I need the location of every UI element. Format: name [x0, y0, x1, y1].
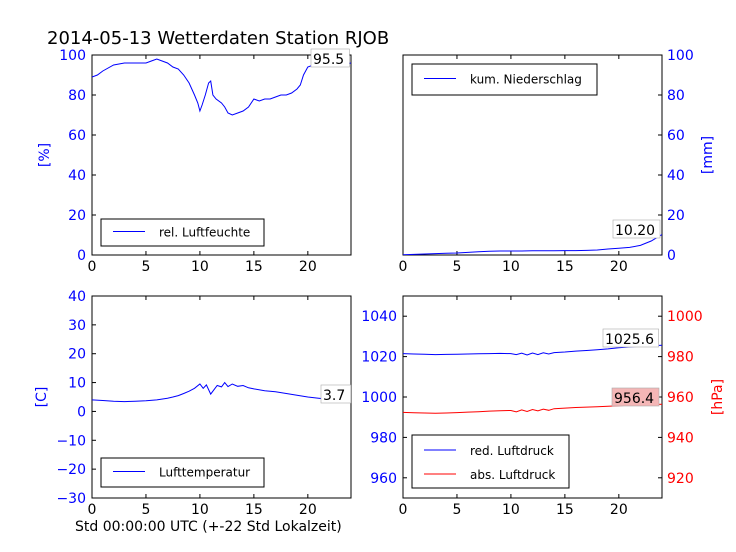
- annotation-label: 3.7: [323, 388, 345, 404]
- value-annotation: 1025.6: [602, 328, 659, 348]
- legend-pressure: red. Luftdruck abs. Luftdruck: [411, 434, 570, 489]
- y-tick-label-right: 980: [667, 350, 694, 366]
- series-line-temperature-0: [92, 381, 351, 403]
- y-tick-label: 60: [667, 128, 685, 144]
- x-tick-label: 5: [141, 259, 150, 275]
- x-tick-label: 20: [299, 502, 317, 518]
- value-annotation: 10.20: [612, 219, 661, 239]
- legend-label: rel. Luftfeuchte: [159, 226, 250, 240]
- panel-pressure: 0 5 10 15 20 960 980 1000 1020 1040 920 940 960 980 10…: [361, 295, 726, 518]
- x-tick-label: 10: [502, 259, 520, 275]
- y-tick-label: 0: [77, 404, 86, 420]
- y-tick-label: −20: [56, 462, 86, 478]
- annotation-label: 956.4: [614, 391, 654, 407]
- annotation-label: 1025.6: [605, 332, 654, 348]
- y-axis-label: [hPa]: [710, 379, 726, 415]
- x-tick-label: 10: [191, 259, 209, 275]
- x-tick-label: 15: [556, 502, 574, 518]
- y-tick-label: 80: [667, 88, 685, 104]
- x-tick-label: 20: [610, 259, 628, 275]
- annotation-label: 95.5: [313, 52, 344, 68]
- y-tick-label: 40: [68, 289, 86, 305]
- y-axis-label: [mm]: [700, 136, 716, 174]
- y-tick-label: 40: [68, 168, 86, 184]
- figure-title: 2014-05-13 Wetterdaten Station RJOB: [47, 28, 389, 49]
- series-line-precipitation-0: [403, 234, 662, 255]
- annotation-box: [310, 48, 350, 68]
- series-line-pressure-1: [403, 403, 662, 414]
- y-tick-label: 80: [68, 88, 86, 104]
- legend-box: [411, 63, 598, 96]
- y-tick-label-right: 960: [667, 390, 694, 406]
- legend-precipitation: kum. Niederschlag: [411, 63, 598, 96]
- y-tick-label: 60: [68, 128, 86, 144]
- axes-frame: [402, 54, 663, 256]
- series-line-pressure-0: [403, 344, 662, 356]
- legend-label: kum. Niederschlag: [470, 73, 582, 87]
- y-tick-label: 100: [59, 48, 86, 64]
- x-tick-label: 10: [191, 502, 209, 518]
- y-tick-label: −30: [56, 491, 86, 507]
- y-tick-label: 40: [667, 168, 685, 184]
- figure-xlabel: Std 00:00:00 UTC (+-22 Std Lokalzeit): [75, 519, 342, 535]
- y-tick-label: 20: [68, 347, 86, 363]
- annotation-box: [611, 387, 660, 407]
- y-tick-label: 0: [77, 248, 86, 264]
- x-tick-label: 0: [399, 502, 408, 518]
- value-annotation: 956.4: [611, 387, 660, 407]
- y-tick-label-right: 940: [667, 430, 694, 446]
- value-annotation: 3.7: [320, 384, 352, 404]
- x-tick-label: 0: [88, 502, 97, 518]
- y-tick-label: 1040: [361, 309, 397, 325]
- y-tick-label: 20: [68, 208, 86, 224]
- y-tick-label: 1020: [361, 350, 397, 366]
- y-tick-label: 0: [667, 248, 676, 264]
- y-tick-label: −10: [56, 433, 86, 449]
- legend-box: [100, 218, 265, 247]
- y-tick-label: 980: [370, 430, 397, 446]
- legend-label: red. Luftdruck: [470, 444, 554, 458]
- y-axis-label: [C]: [34, 387, 50, 408]
- x-tick-label: 5: [141, 502, 150, 518]
- x-tick-label: 15: [245, 259, 263, 275]
- y-tick-label: 10: [68, 376, 86, 392]
- x-tick-label: 0: [399, 259, 408, 275]
- y-tick-label: 20: [667, 208, 685, 224]
- panel-temperature: 0 5 10 15 20 −30 −20 −10 0 10 20 30 40 [C] Lufttempera…: [34, 289, 352, 518]
- legend-box: [411, 434, 570, 489]
- x-tick-label: 20: [299, 259, 317, 275]
- annotation-box: [320, 384, 352, 404]
- x-tick-label: 5: [452, 502, 461, 518]
- legend-humidity: rel. Luftfeuchte: [100, 218, 265, 247]
- panel-precipitation: 0 5 10 15 20 0 20 40 60 80 100 [mm] kum. Niederschla…: [399, 48, 716, 275]
- x-tick-label: 15: [245, 502, 263, 518]
- legend-box: [100, 457, 265, 488]
- y-tick-label-right: 920: [667, 471, 694, 487]
- legend-label: Lufttemperatur: [159, 466, 250, 480]
- x-tick-label: 20: [610, 502, 628, 518]
- annotation-box: [602, 328, 659, 348]
- annotation-box: [612, 219, 661, 239]
- annotation-label: 10.20: [615, 223, 655, 239]
- legend-temperature: Lufttemperatur: [100, 457, 265, 488]
- series-line-humidity-0: [92, 58, 351, 116]
- y-tick-label-right: 1000: [667, 309, 703, 325]
- y-tick-label: 1000: [361, 390, 397, 406]
- y-axis-label: [%]: [37, 143, 53, 167]
- y-tick-label: 30: [68, 318, 86, 334]
- y-tick-label: 960: [370, 471, 397, 487]
- x-tick-label: 10: [502, 502, 520, 518]
- x-tick-label: 5: [452, 259, 461, 275]
- panel-humidity: 0 5 10 15 20 0 20 40 60 80 100 [%] rel. Luftfeuchte 9…: [37, 48, 352, 275]
- value-annotation: 95.5: [310, 48, 350, 68]
- axes-frame: [91, 54, 352, 256]
- x-tick-label: 0: [88, 259, 97, 275]
- legend-label: abs. Luftdruck: [470, 468, 555, 482]
- x-tick-label: 15: [556, 259, 574, 275]
- y-tick-label: 100: [667, 48, 694, 64]
